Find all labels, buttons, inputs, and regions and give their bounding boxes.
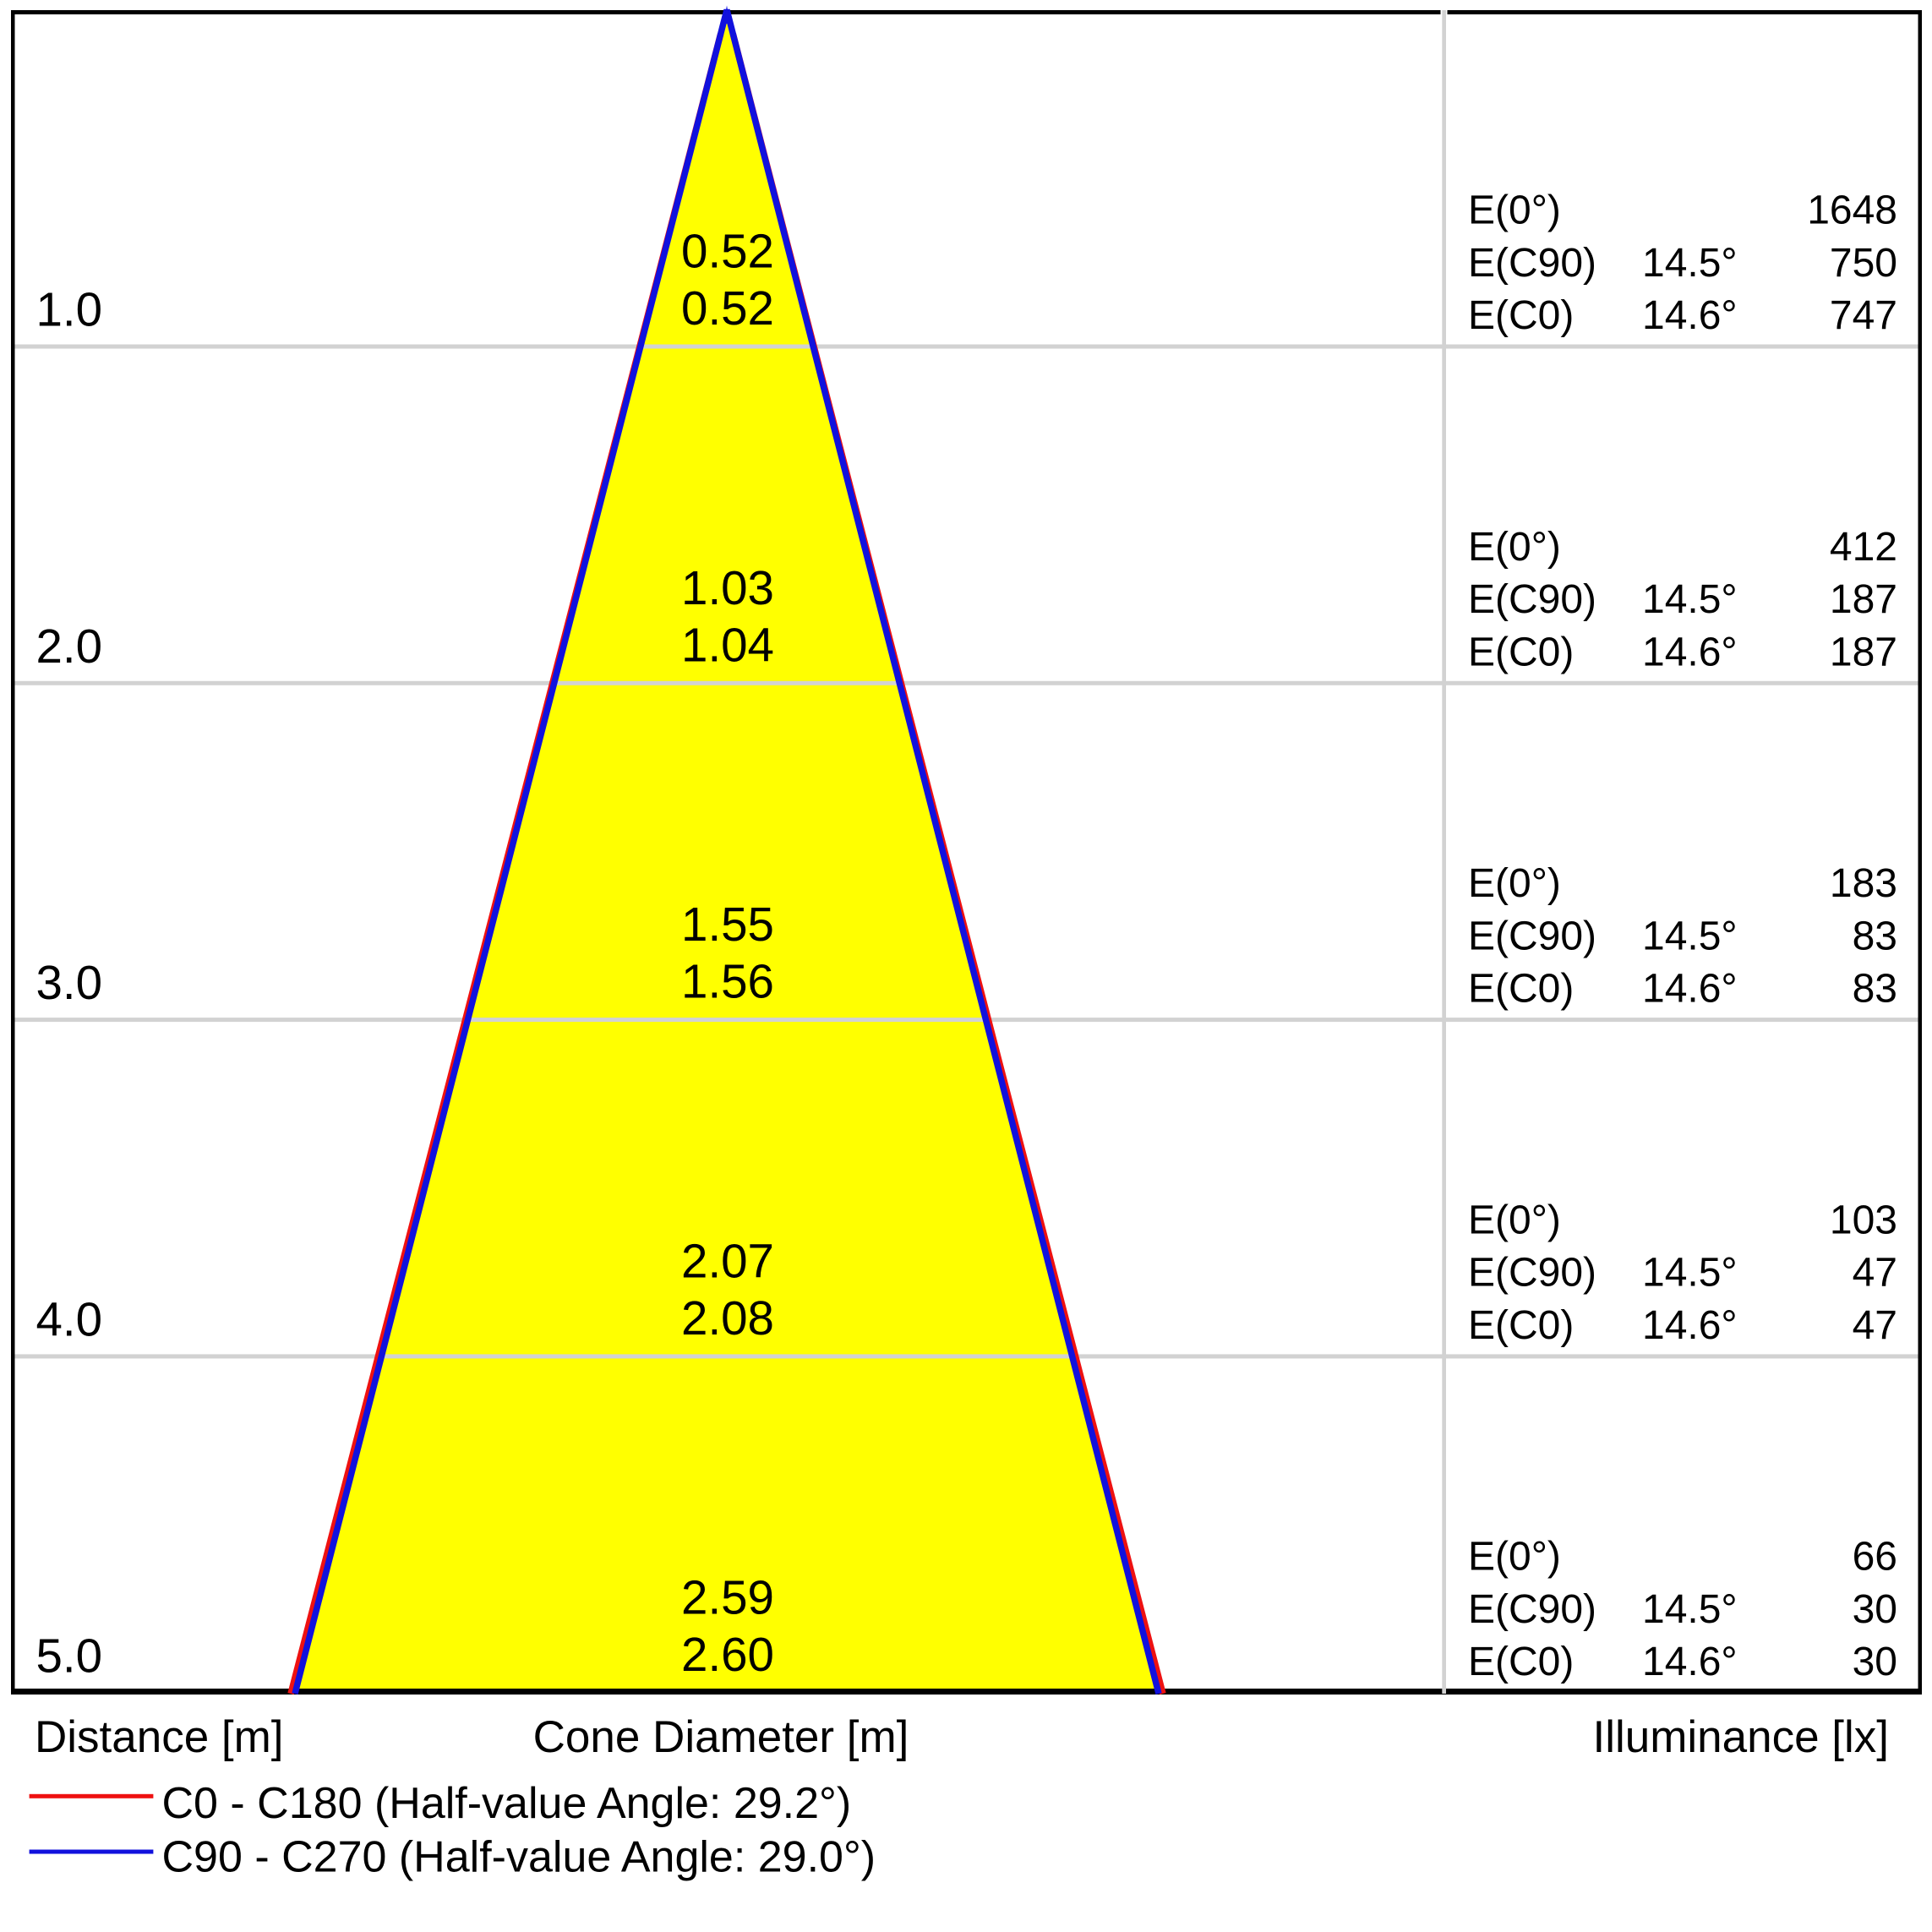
svg-text:4.0: 4.0 — [36, 1292, 103, 1345]
svg-text:0.52: 0.52 — [681, 225, 774, 278]
svg-text:2.08: 2.08 — [681, 1291, 774, 1345]
svg-text:E(0°): E(0°) — [1468, 188, 1561, 233]
svg-text:747: 747 — [1830, 293, 1897, 338]
svg-text:14.6°: 14.6° — [1642, 1640, 1738, 1684]
svg-text:183: 183 — [1830, 861, 1897, 906]
svg-text:1.56: 1.56 — [681, 955, 774, 1008]
svg-text:83: 83 — [1853, 967, 1897, 1012]
svg-text:30: 30 — [1853, 1640, 1897, 1684]
svg-text:14.6°: 14.6° — [1642, 967, 1738, 1012]
svg-text:E(C0): E(C0) — [1468, 1303, 1574, 1348]
svg-text:E(0°): E(0°) — [1468, 525, 1561, 570]
svg-text:1.55: 1.55 — [681, 898, 774, 951]
svg-text:2.60: 2.60 — [681, 1628, 774, 1681]
svg-text:1.0: 1.0 — [36, 283, 103, 336]
svg-text:3.0: 3.0 — [36, 956, 103, 1009]
svg-text:E(0°): E(0°) — [1468, 1535, 1561, 1580]
svg-text:E(C90): E(C90) — [1468, 914, 1596, 958]
svg-text:750: 750 — [1830, 241, 1897, 286]
svg-text:E(C0): E(C0) — [1468, 630, 1574, 674]
svg-text:2.0: 2.0 — [36, 619, 103, 673]
svg-text:14.6°: 14.6° — [1642, 630, 1738, 674]
svg-text:187: 187 — [1830, 577, 1897, 622]
svg-text:83: 83 — [1853, 914, 1897, 958]
svg-text:E(C0): E(C0) — [1468, 967, 1574, 1012]
svg-text:14.6°: 14.6° — [1642, 1303, 1738, 1348]
svg-text:30: 30 — [1853, 1587, 1897, 1632]
svg-text:Illuminance [lx]: Illuminance [lx] — [1592, 1712, 1889, 1762]
svg-text:1.04: 1.04 — [681, 618, 774, 671]
svg-text:E(C0): E(C0) — [1468, 1640, 1574, 1684]
svg-text:1.03: 1.03 — [681, 561, 774, 614]
svg-text:Cone Diameter [m]: Cone Diameter [m] — [533, 1712, 909, 1762]
svg-text:5.0: 5.0 — [36, 1629, 103, 1683]
svg-text:0.52: 0.52 — [681, 281, 774, 335]
svg-text:2.07: 2.07 — [681, 1234, 774, 1287]
svg-text:14.5°: 14.5° — [1642, 1587, 1738, 1632]
svg-text:103: 103 — [1830, 1198, 1897, 1242]
svg-text:14.5°: 14.5° — [1642, 577, 1738, 622]
svg-text:47: 47 — [1853, 1251, 1897, 1296]
svg-text:66: 66 — [1853, 1535, 1897, 1580]
svg-text:E(C0): E(C0) — [1468, 293, 1574, 338]
svg-text:14.5°: 14.5° — [1642, 241, 1738, 286]
svg-text:47: 47 — [1853, 1303, 1897, 1348]
svg-text:C90 - C270 (Half-value Angle:: C90 - C270 (Half-value Angle: 29.0°) — [162, 1832, 876, 1881]
svg-text:Distance [m]: Distance [m] — [35, 1712, 284, 1762]
svg-text:1648: 1648 — [1807, 188, 1897, 233]
svg-text:2.59: 2.59 — [681, 1571, 774, 1624]
svg-text:E(0°): E(0°) — [1468, 1198, 1561, 1242]
svg-text:E(C90): E(C90) — [1468, 577, 1596, 622]
svg-text:412: 412 — [1830, 525, 1897, 570]
svg-text:E(C90): E(C90) — [1468, 1251, 1596, 1296]
svg-text:14.5°: 14.5° — [1642, 1251, 1738, 1296]
svg-text:C0 - C180 (Half-value Angle: 2: C0 - C180 (Half-value Angle: 29.2°) — [162, 1779, 852, 1828]
svg-text:E(0°): E(0°) — [1468, 861, 1561, 906]
svg-text:E(C90): E(C90) — [1468, 241, 1596, 286]
svg-text:14.6°: 14.6° — [1642, 293, 1738, 338]
svg-text:187: 187 — [1830, 630, 1897, 674]
svg-text:14.5°: 14.5° — [1642, 914, 1738, 958]
svg-text:E(C90): E(C90) — [1468, 1587, 1596, 1632]
